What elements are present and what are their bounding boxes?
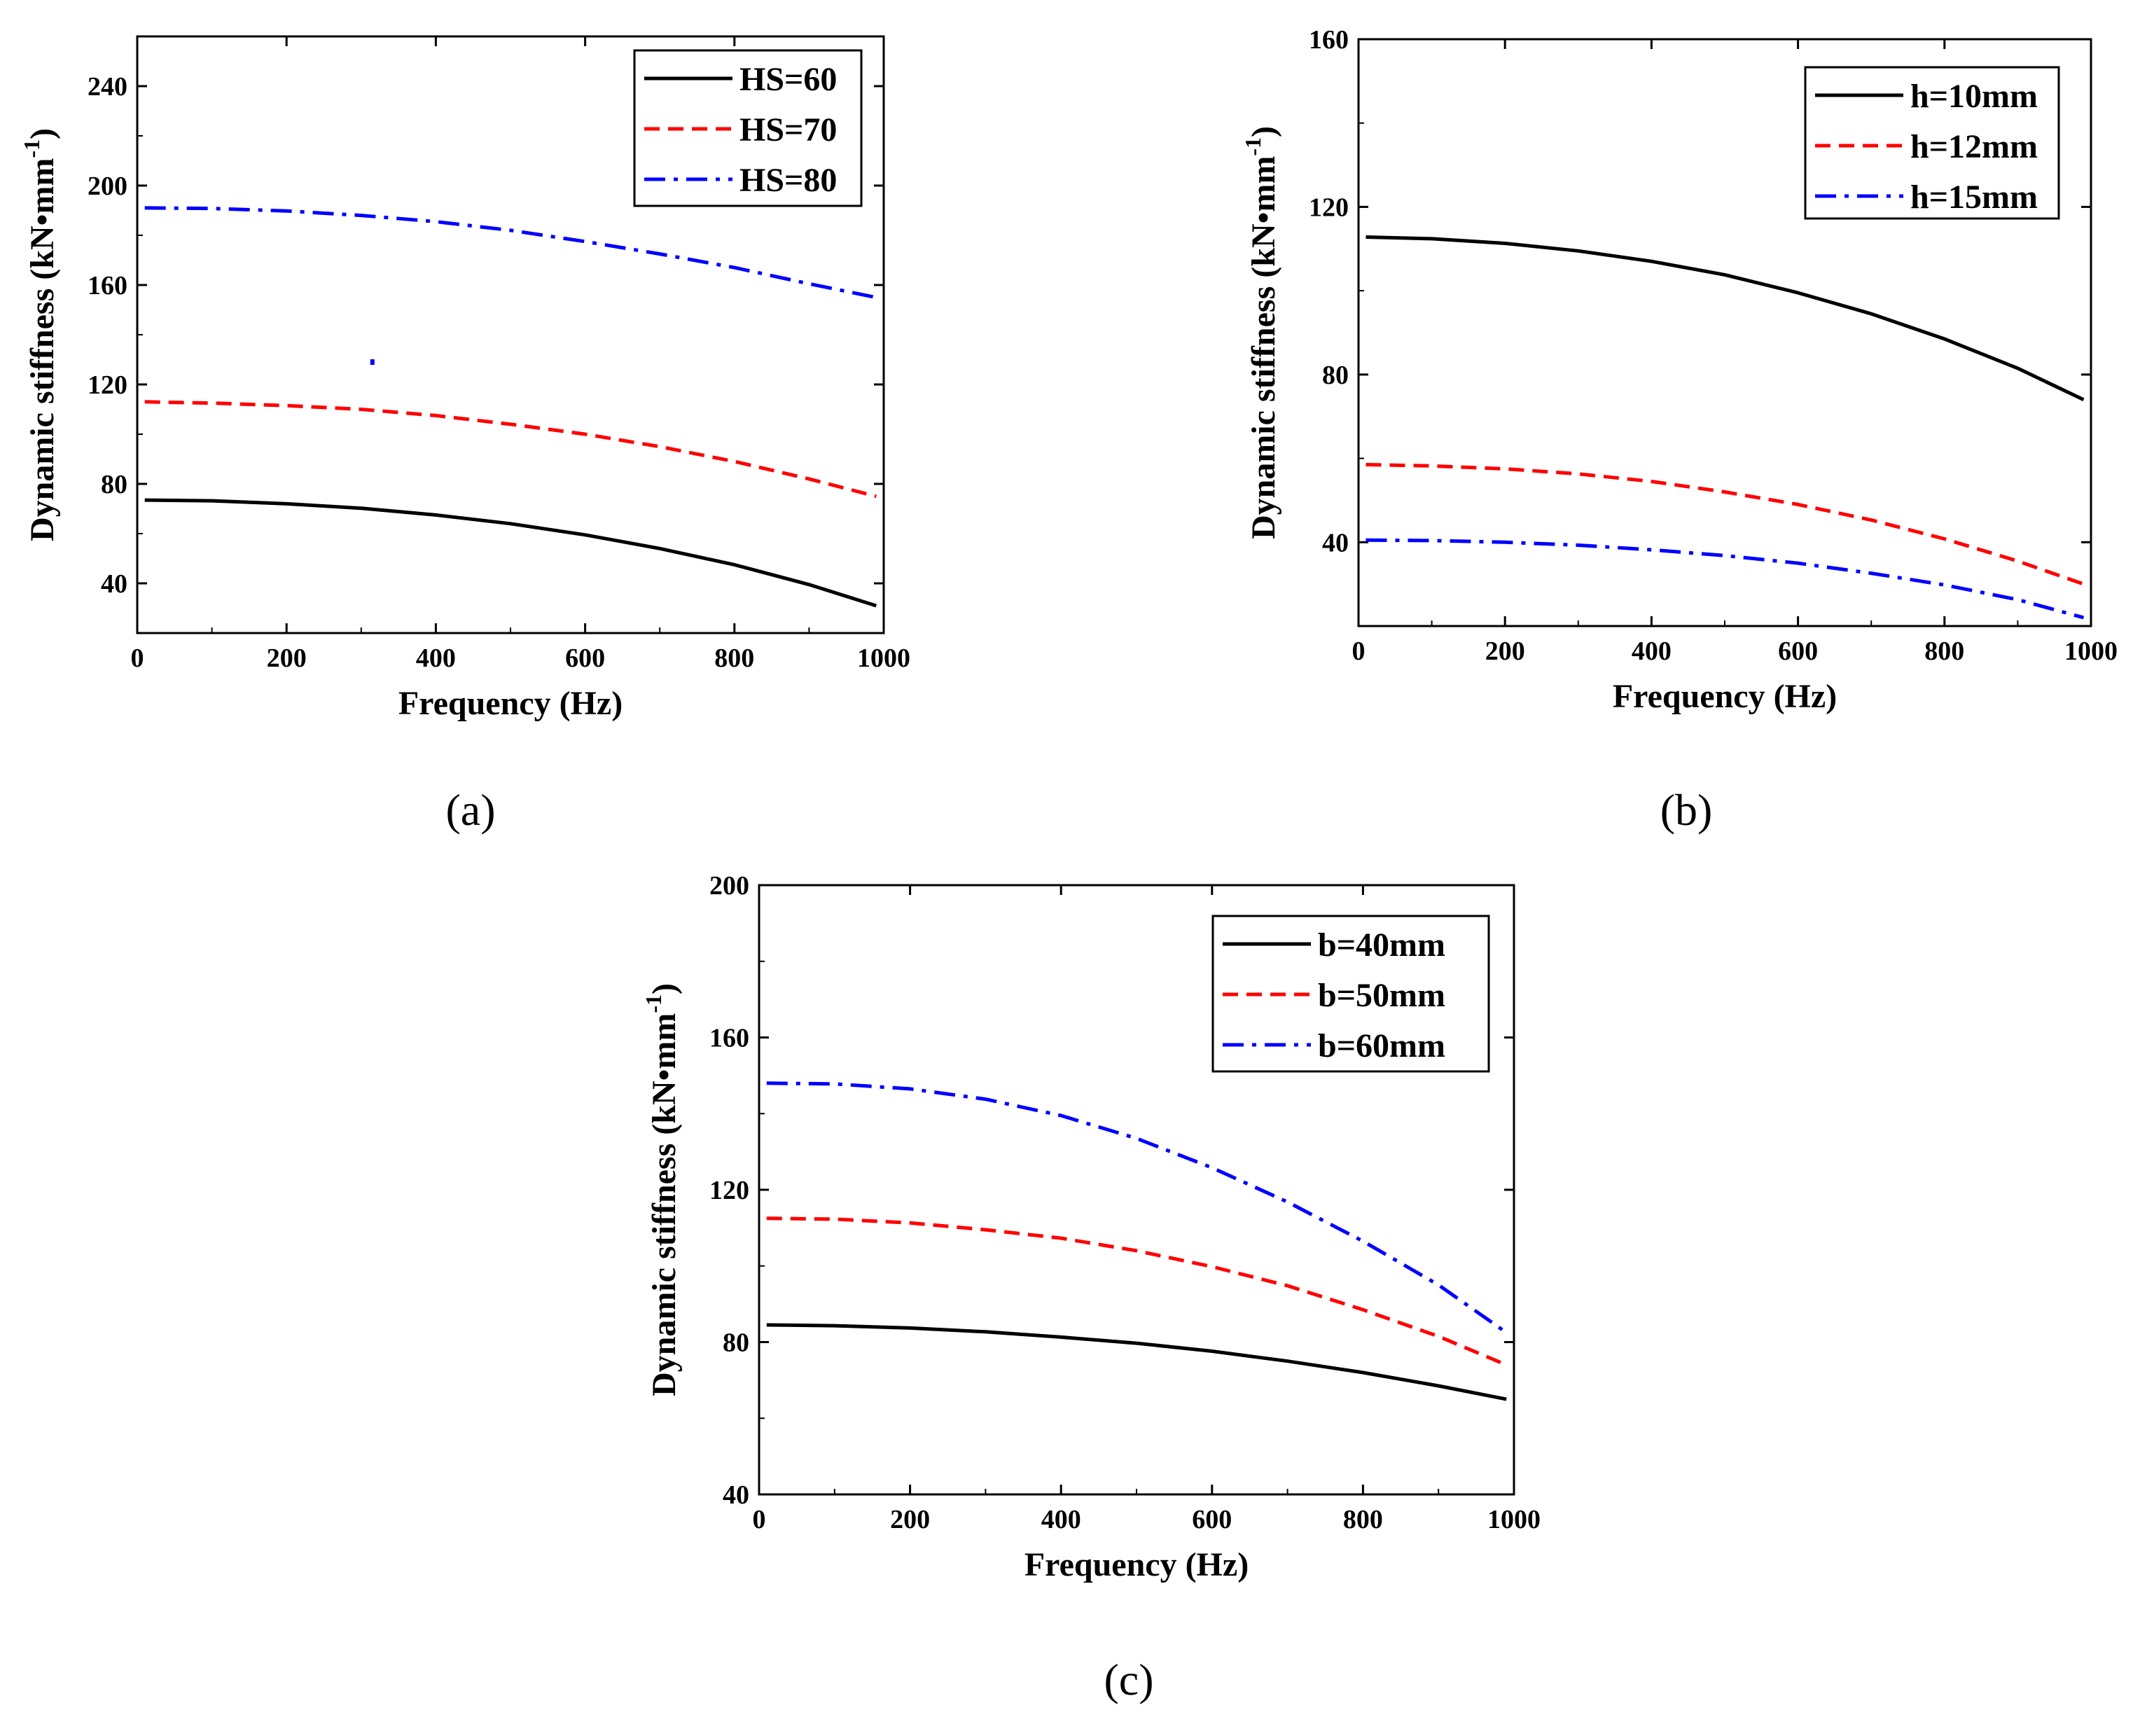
y-tick-label: 240 (88, 72, 127, 102)
y-tick-label: 200 (88, 172, 127, 201)
y-axis-title-main: Dynamic stiffness (kN•mm (1245, 156, 1282, 539)
y-tick-label: 80 (723, 1328, 749, 1358)
y-tick-label: 120 (88, 370, 127, 400)
series-line-h=10mm (1366, 235, 2085, 402)
chart-panel-0: 0 200 400 600 800 1000 40 80 120 160 200 240 Frequen… (19, 35, 910, 835)
y-tick-label: 120 (1309, 193, 1349, 222)
y-axis-title-close: ) (1245, 126, 1282, 137)
panel-label: (b) (1660, 785, 1713, 835)
x-tick-label: 200 (890, 1505, 930, 1534)
legend-label: HS=60 (739, 61, 837, 98)
series-line-HS=80 (144, 206, 877, 300)
series-line-h=12mm (1366, 463, 2085, 586)
series-line-HS=70 (144, 400, 877, 499)
panel-label: (c) (1104, 1655, 1153, 1704)
x-tick-label: 1000 (1487, 1505, 1541, 1534)
series-line-b=40mm (766, 1323, 1507, 1401)
x-tick-label: 200 (1485, 637, 1525, 666)
x-tick-label: 400 (1632, 637, 1672, 666)
y-tick-label: 160 (709, 1024, 749, 1053)
y-axis-title-close: ) (24, 128, 61, 139)
y-tick-label: 40 (723, 1480, 749, 1510)
x-tick-label: 600 (1192, 1505, 1232, 1534)
chart-panel-1: 0 200 400 600 800 1000 40 80 120 160 Frequency (Hz… (1240, 25, 2118, 835)
x-tick-label: 800 (1924, 637, 1964, 666)
y-axis-title-sup: -1 (1240, 137, 1265, 156)
series-line-b=60mm (766, 1081, 1508, 1334)
legend-label: h=10mm (1910, 78, 2038, 115)
y-tick-label: 80 (1322, 361, 1349, 390)
x-tick-label: 1000 (857, 644, 910, 673)
x-tick-label: 0 (1352, 637, 1366, 666)
x-tick-label: 800 (714, 644, 754, 673)
panel-label: (a) (445, 785, 495, 835)
legend-label: HS=80 (739, 162, 837, 199)
y-axis-title: Dynamic stiffness (kN•mm-1) (19, 128, 61, 541)
x-tick-label: 0 (131, 644, 144, 673)
x-axis-title: Frequency (Hz) (1024, 1546, 1249, 1583)
y-tick-label: 160 (88, 271, 127, 300)
legend-label: b=60mm (1318, 1027, 1445, 1064)
series-line-b=50mm (766, 1216, 1508, 1367)
series-line-h=15mm (1366, 538, 2085, 620)
y-tick-label: 200 (709, 871, 749, 901)
x-tick-label: 400 (416, 644, 456, 673)
x-tick-label: 600 (1778, 637, 1818, 666)
x-tick-label: 1000 (2064, 637, 2118, 666)
x-tick-label: 800 (1343, 1505, 1383, 1534)
legend-label: b=50mm (1318, 977, 1445, 1014)
y-axis-title: Dynamic stiffness (kN•mm-1) (1240, 126, 1282, 539)
y-axis-title-sup: -1 (19, 139, 44, 158)
stray-point (370, 359, 375, 366)
y-axis-title-sup: -1 (641, 994, 666, 1013)
y-axis-title-close: ) (646, 983, 683, 994)
y-tick-label: 40 (101, 569, 127, 599)
y-axis-title-main: Dynamic stiffness (kN•mm (646, 1013, 683, 1396)
x-tick-label: 400 (1041, 1505, 1081, 1534)
x-axis-title: Frequency (Hz) (398, 685, 623, 722)
legend-label: h=12mm (1910, 128, 2038, 165)
y-tick-label: 80 (101, 470, 127, 499)
legend-label: h=15mm (1910, 179, 2038, 216)
x-tick-label: 600 (565, 644, 605, 673)
x-tick-label: 0 (753, 1505, 766, 1534)
x-tick-label: 200 (267, 644, 307, 673)
y-axis-title-main: Dynamic stiffness (kN•mm (24, 158, 61, 541)
y-tick-label: 160 (1309, 25, 1349, 55)
y-tick-label: 40 (1322, 528, 1349, 557)
x-axis-title: Frequency (Hz) (1613, 678, 1837, 715)
legend-box (633, 49, 863, 207)
series-line-HS=60 (144, 498, 877, 608)
legend-label: HS=70 (739, 111, 837, 148)
y-tick-label: 120 (709, 1176, 749, 1205)
chart-panel-2: 0 200 400 600 800 1000 40 80 120 160 200 Frequency … (641, 871, 1541, 1704)
y-axis-title: Dynamic stiffness (kN•mm-1) (641, 983, 683, 1396)
legend-label: b=40mm (1318, 926, 1445, 964)
legend-box (1804, 66, 2060, 220)
